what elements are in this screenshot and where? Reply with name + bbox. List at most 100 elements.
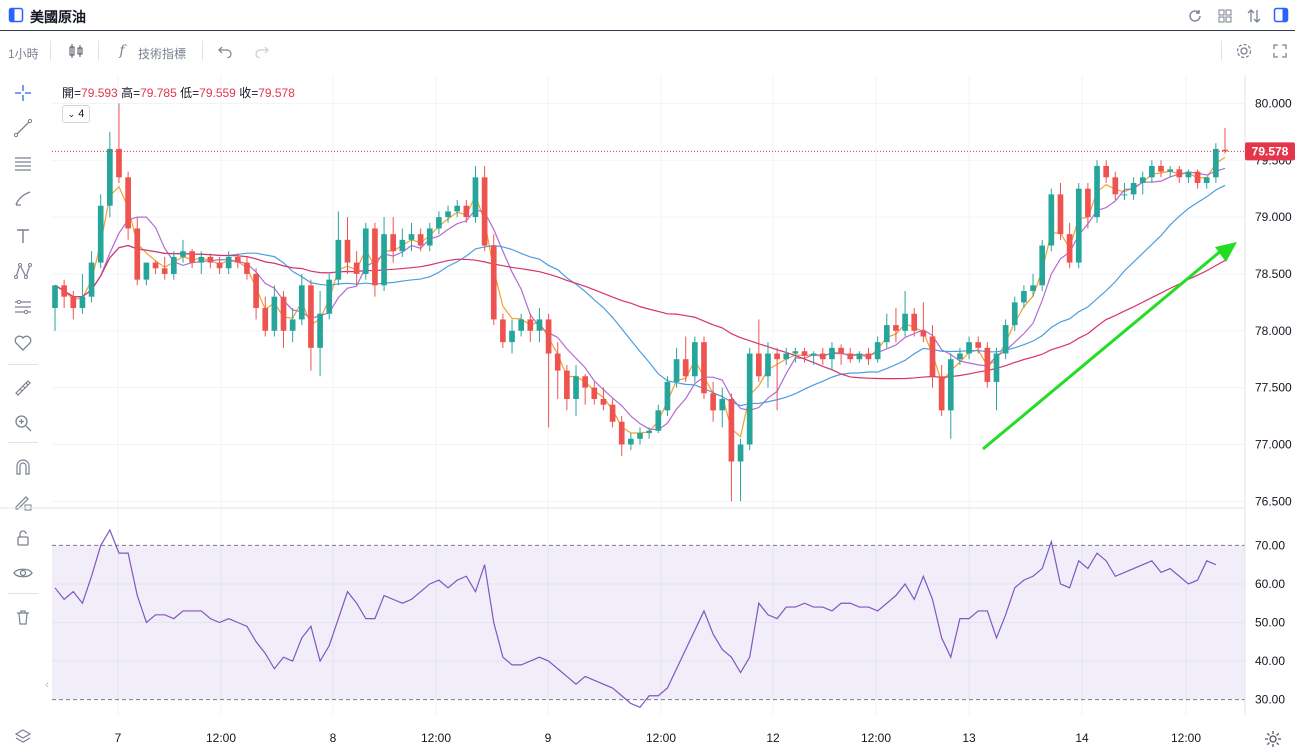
candle-down: [938, 376, 945, 411]
candle-down: [564, 370, 570, 399]
candle-up: [52, 285, 58, 309]
sidebar-layout-icon[interactable]: [8, 7, 24, 23]
candle-down: [1066, 234, 1073, 263]
candle-up: [783, 353, 790, 360]
candle-down: [500, 319, 506, 343]
candle-down: [207, 256, 214, 263]
pattern-icon[interactable]: [12, 260, 34, 282]
candle-down: [975, 342, 982, 348]
time-tick-label: 13: [962, 731, 976, 745]
chevron-down-icon: ⌄: [67, 108, 76, 119]
candle-up: [317, 313, 323, 348]
candles-icon[interactable]: [66, 41, 86, 61]
sort-icon[interactable]: [1245, 7, 1263, 25]
brush-icon[interactable]: [12, 188, 34, 210]
undo-icon[interactable]: [216, 42, 234, 60]
panel-toggle-icon[interactable]: [1272, 6, 1290, 24]
low-label: 低=: [180, 86, 200, 100]
time-tick-label: 12:00: [1171, 731, 1201, 745]
candle-down: [490, 245, 497, 320]
grid-layout-icon[interactable]: [1216, 7, 1234, 25]
price-tick-label: 79.000: [1255, 210, 1292, 224]
candle-up: [271, 296, 278, 331]
refresh-icon[interactable]: [1186, 7, 1204, 25]
candle-up: [947, 359, 954, 411]
candle-down: [390, 234, 397, 252]
time-tick-label: 12:00: [861, 731, 891, 745]
magnet-icon[interactable]: [12, 456, 34, 478]
candle-up: [664, 381, 671, 411]
rsi-tick-label: 50.00: [1255, 616, 1285, 630]
price-tag: [1245, 142, 1295, 161]
indicator-toggle[interactable]: ⌄ 4: [62, 105, 90, 123]
candle-up: [637, 433, 643, 439]
candle-down: [134, 228, 141, 280]
open-value: 79.593: [81, 86, 118, 100]
candle-down: [344, 239, 351, 263]
candle-up: [143, 262, 150, 280]
candle-down: [838, 347, 844, 354]
candle-up: [1011, 302, 1018, 326]
candle-up: [198, 256, 205, 263]
candle-down: [710, 393, 716, 411]
candle-down: [353, 262, 360, 274]
indicators-button[interactable]: 技術指標: [138, 47, 187, 61]
gear-icon[interactable]: [1263, 729, 1283, 749]
candle-up: [408, 234, 415, 240]
candle-up: [1139, 177, 1146, 183]
ohlc-legend: 開=79.593 高=79.785 低=79.559 收=79.578: [62, 84, 295, 101]
indicators-icon[interactable]: f: [119, 43, 125, 59]
zoom-icon[interactable]: [12, 412, 34, 434]
trendline-icon[interactable]: [12, 117, 34, 139]
forecast-icon[interactable]: [12, 296, 34, 318]
candle-down: [308, 285, 314, 348]
candle-up: [509, 330, 515, 343]
candle-down: [116, 148, 122, 178]
high-label: 高=: [121, 86, 141, 100]
candle-up: [1203, 177, 1210, 183]
candle-down: [1176, 169, 1183, 178]
candle-up: [170, 256, 177, 274]
candle-down: [911, 313, 918, 331]
fib-icon[interactable]: [12, 153, 34, 175]
candle-down: [618, 421, 625, 445]
candle-down: [591, 387, 598, 399]
candle-up: [792, 351, 799, 354]
candle-up: [829, 347, 835, 360]
lock-icon[interactable]: [12, 527, 34, 549]
price-tick-label: 77.000: [1255, 437, 1292, 451]
candle-up: [810, 353, 817, 356]
trash-icon[interactable]: [12, 606, 34, 628]
candle-down: [984, 347, 991, 382]
ruler-icon[interactable]: [12, 377, 34, 399]
price-tick-label: 77.500: [1255, 381, 1292, 395]
time-tick-label: 14: [1075, 731, 1089, 745]
candle-up: [719, 399, 726, 411]
candle-up: [874, 342, 881, 360]
candle-down: [865, 353, 872, 360]
favorite-icon[interactable]: [12, 332, 34, 354]
settings-icon[interactable]: [1234, 41, 1254, 61]
candle-down: [280, 296, 287, 331]
eye-icon[interactable]: [12, 562, 34, 584]
candle-up: [88, 262, 95, 297]
interval-button[interactable]: 1小時: [8, 47, 39, 61]
candle-down: [609, 404, 616, 422]
candle-up: [573, 376, 579, 399]
candle-up: [737, 444, 744, 462]
fullscreen-icon[interactable]: [1270, 41, 1290, 61]
candle-down: [582, 376, 588, 388]
crosshair-icon[interactable]: [12, 82, 34, 104]
candle-down: [893, 325, 899, 331]
candle-up: [957, 353, 963, 360]
candle-down: [554, 353, 561, 371]
candle-up: [902, 313, 908, 331]
text-icon[interactable]: [12, 225, 34, 247]
rsi-line: [54, 528, 1217, 709]
candle-up: [1121, 194, 1128, 196]
candle-up: [472, 177, 479, 218]
collapse-sidebar-icon[interactable]: ‹: [45, 679, 49, 691]
layers-icon[interactable]: [12, 726, 34, 748]
redo-icon[interactable]: [253, 42, 271, 60]
